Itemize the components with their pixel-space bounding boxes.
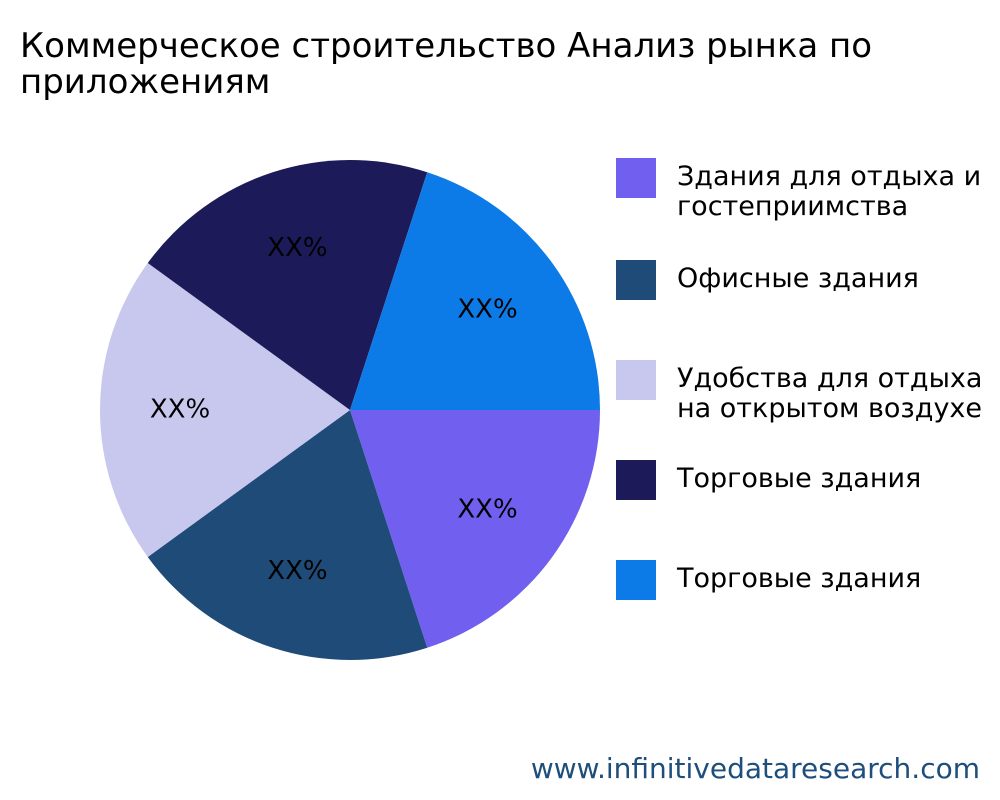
pie-slice-retail-1	[147, 160, 428, 410]
legend-label-retail-2: Торговые здания	[677, 563, 922, 594]
pie-slice-office	[147, 410, 428, 660]
legend-swatch-hospitality	[616, 158, 656, 198]
legend-item-office: Офисные здания	[616, 260, 1000, 300]
pie-slice-outdoor	[99, 263, 350, 557]
legend-swatch-outdoor	[616, 360, 656, 400]
pie-chart: XX% XX% XX% XX% XX%	[99, 160, 600, 660]
legend-label-outdoor: Удобства для отдыха на открытом воздухе	[677, 363, 983, 424]
legend-item-outdoor: Удобства для отдыха на открытом воздухе	[616, 360, 1000, 424]
legend-label-retail-1: Торговые здания	[677, 463, 922, 494]
legend-item-hospitality: Здания для отдыха и гостеприимства	[616, 158, 1000, 222]
pie-label-retail-1: XX%	[267, 233, 327, 263]
legend-item-retail-2: Торговые здания	[616, 560, 1000, 600]
legend-label-office: Офисные здания	[677, 263, 919, 294]
watermark-url: www.infinitivedataresearch.com	[530, 752, 980, 785]
pie-slice-retail-2	[350, 172, 600, 410]
pie-label-retail-2: XX%	[457, 295, 517, 325]
legend-swatch-office	[616, 260, 656, 300]
chart-title: Коммерческое строительство Анализ рынка …	[20, 26, 873, 102]
legend-swatch-retail-1	[616, 460, 656, 500]
legend-item-retail-1: Торговые здания	[616, 460, 1000, 500]
pie-slice-hospitality	[350, 410, 600, 648]
pie-label-office: XX%	[267, 556, 327, 586]
pie-label-outdoor: XX%	[150, 395, 210, 425]
legend-label-hospitality: Здания для отдыха и гостеприимства	[677, 161, 982, 222]
legend-swatch-retail-2	[616, 560, 656, 600]
pie-label-hospitality: XX%	[457, 494, 517, 524]
